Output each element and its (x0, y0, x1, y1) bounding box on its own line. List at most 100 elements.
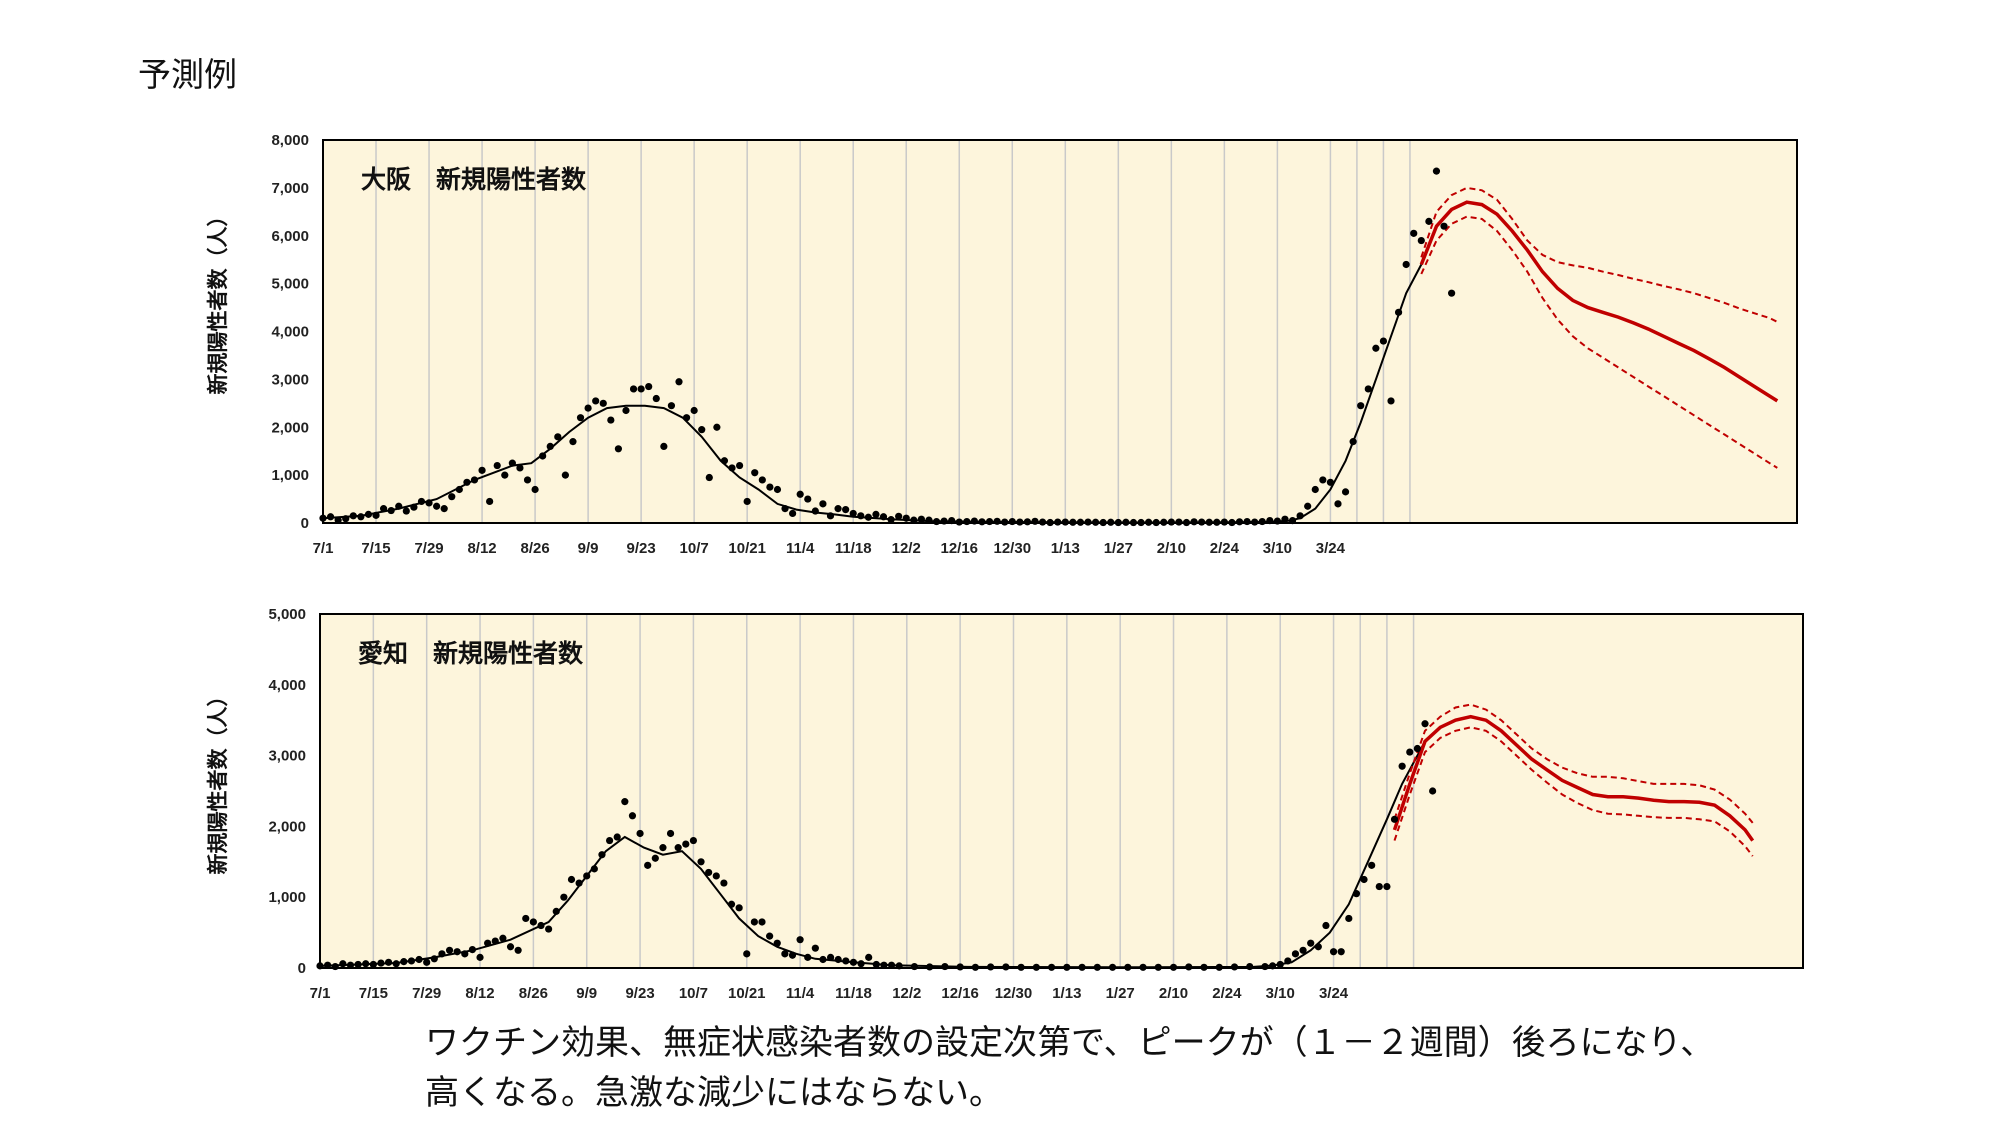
daily-point (369, 960, 377, 969)
daily-point (1360, 875, 1368, 884)
daily-point (628, 812, 637, 820)
daily-point (674, 844, 682, 852)
daily-point (1406, 748, 1414, 756)
daily-point (1398, 762, 1406, 770)
daily-point (491, 937, 499, 945)
daily-point (925, 516, 933, 524)
daily-point (826, 953, 835, 961)
daily-point (407, 957, 416, 965)
y-tick-label: 0 (298, 960, 306, 977)
y-tick-label: 5,000 (268, 606, 306, 623)
daily-point (326, 513, 335, 521)
daily-point (362, 960, 370, 968)
daily-point (448, 493, 456, 501)
daily-point (766, 932, 774, 940)
daily-point (455, 485, 463, 494)
x-tick-label: 7/29 (412, 985, 441, 1002)
daily-point (476, 953, 484, 961)
daily-point (592, 397, 600, 405)
daily-point (331, 962, 339, 971)
daily-point (539, 452, 547, 460)
daily-point (478, 466, 486, 474)
daily-point (819, 500, 827, 508)
plot-area (320, 614, 1803, 968)
daily-point (400, 958, 408, 966)
daily-point (599, 399, 607, 407)
daily-point (781, 950, 789, 958)
daily-point (750, 918, 758, 926)
x-tick-label: 11/4 (786, 540, 815, 557)
daily-point (1448, 289, 1456, 297)
daily-point (720, 879, 728, 887)
daily-point (872, 510, 880, 518)
daily-point (1421, 720, 1429, 728)
daily-point (1329, 948, 1338, 956)
panel-title: 大阪 新規陽性者数 (361, 165, 587, 194)
daily-point (605, 836, 614, 845)
daily-point (879, 513, 888, 521)
daily-point (1334, 500, 1342, 508)
daily-point (569, 438, 577, 446)
daily-point (508, 459, 516, 467)
daily-point (917, 515, 925, 523)
daily-point (349, 512, 357, 520)
y-tick-label: 8,000 (271, 132, 309, 149)
daily-point (537, 921, 545, 930)
y-tick-label: 6,000 (271, 228, 309, 245)
daily-point (1375, 882, 1383, 891)
daily-point (819, 955, 827, 964)
daily-point (1322, 921, 1330, 930)
daily-point (433, 502, 441, 510)
daily-point (796, 490, 804, 498)
daily-point (583, 872, 591, 880)
daily-point (598, 851, 606, 859)
forecast-central-line (1392, 714, 1755, 842)
daily-point (941, 962, 949, 971)
daily-point (1410, 229, 1418, 237)
x-tick-label: 1/13 (1051, 540, 1080, 557)
daily-point (865, 953, 873, 961)
daily-point (842, 957, 850, 965)
daily-point (811, 507, 819, 515)
daily-point (1326, 478, 1335, 486)
daily-point (1432, 167, 1441, 175)
daily-point (857, 512, 865, 520)
daily-point (1379, 337, 1388, 345)
daily-point (773, 939, 781, 947)
daily-point (811, 944, 819, 952)
daily-point (576, 414, 585, 422)
y-tick-label: 2,000 (271, 419, 309, 436)
x-tick-label: 7/15 (361, 540, 390, 557)
daily-point (956, 963, 964, 971)
daily-point (926, 963, 934, 971)
daily-point (1425, 217, 1433, 225)
daily-point (720, 457, 729, 465)
daily-point (484, 939, 492, 947)
daily-point (463, 478, 471, 486)
daily-point (622, 406, 630, 415)
daily-point (607, 416, 615, 424)
daily-point (461, 950, 469, 958)
daily-point (1352, 890, 1361, 898)
daily-point (713, 423, 721, 431)
daily-point (499, 934, 507, 942)
daily-point (324, 961, 332, 969)
daily-point (387, 506, 395, 515)
daily-point (423, 958, 431, 966)
daily-point (334, 516, 342, 524)
daily-point (788, 951, 797, 959)
daily-point (506, 943, 515, 951)
daily-point (689, 836, 698, 845)
daily-point (417, 497, 426, 506)
daily-point (675, 378, 683, 386)
x-tick-label: 12/16 (940, 540, 978, 557)
daily-point (445, 946, 454, 954)
daily-point (751, 469, 759, 477)
daily-point (468, 945, 477, 954)
x-tick-label: 11/4 (786, 985, 815, 1002)
forecast-central-line (1419, 200, 1779, 403)
daily-point (727, 900, 736, 908)
y-axis-label: 新規陽性者数（人） (206, 686, 230, 875)
daily-point (1417, 236, 1425, 245)
daily-point (357, 513, 365, 521)
